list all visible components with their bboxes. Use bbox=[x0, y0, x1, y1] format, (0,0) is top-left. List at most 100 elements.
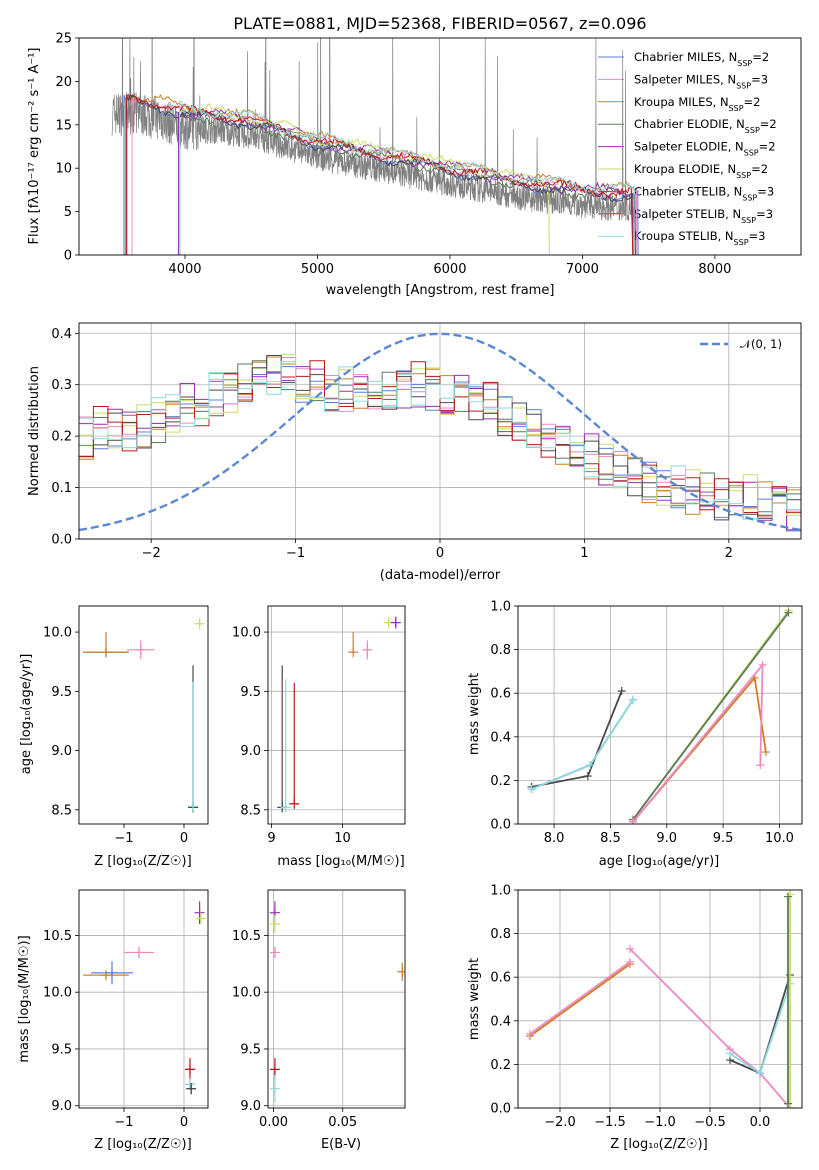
age-weight-panel: age [log₁₀(age/yr)] mass weight 8.0 8.5 9.… bbox=[467, 600, 803, 869]
point-marker bbox=[185, 1064, 195, 1075]
data-point bbox=[186, 1083, 197, 1095]
x-tick-label: 0.05 bbox=[328, 1115, 357, 1130]
x-tick-label: −1.5 bbox=[594, 1115, 626, 1130]
mass-age-panel: mass [log₁₀(M/M☉)] 9 10 8.5 9.0 9.5 10.0 bbox=[232, 605, 406, 869]
weight-line bbox=[531, 699, 634, 790]
y-tick-label: 0.8 bbox=[490, 643, 511, 658]
histogram-ylabel: Normed distribution bbox=[27, 366, 42, 496]
weight-marker bbox=[626, 957, 634, 966]
z-mass-ylabel: mass [log₁₀(M/M☉)] bbox=[17, 935, 32, 1062]
histogram-xlabel: (data-model)/error bbox=[380, 568, 501, 583]
point-marker bbox=[269, 919, 280, 930]
point-marker bbox=[101, 647, 111, 658]
data-point bbox=[83, 632, 129, 658]
y-tick-label: 0.0 bbox=[51, 533, 72, 548]
weight-marker bbox=[756, 1069, 764, 1078]
y-tick-label: 9.0 bbox=[51, 744, 72, 759]
y-tick-label: 0.6 bbox=[490, 971, 511, 986]
legend-label: Chabrier ELODIE, NSSP=2 bbox=[634, 117, 777, 135]
weight-line bbox=[529, 961, 631, 1035]
x-tick-label: 10.0 bbox=[765, 831, 794, 846]
point-marker bbox=[269, 947, 280, 958]
point-marker bbox=[289, 798, 300, 809]
y-tick-label: 0.0 bbox=[490, 818, 511, 833]
point-marker bbox=[195, 913, 206, 924]
weight-marker bbox=[617, 687, 626, 696]
y-tick-label: 10.0 bbox=[232, 626, 261, 641]
data-point bbox=[83, 970, 129, 981]
scatter-plot-area bbox=[277, 616, 401, 813]
y-tick-label: 15 bbox=[55, 118, 72, 133]
weight-marker bbox=[786, 1104, 794, 1108]
point-marker bbox=[269, 1083, 280, 1094]
point-marker bbox=[134, 947, 144, 958]
y-tick-label: 9.0 bbox=[240, 744, 261, 759]
data-point bbox=[348, 632, 359, 658]
legend-label: Salpeter STELIB, NSSP=3 bbox=[634, 207, 773, 225]
data-point bbox=[269, 946, 280, 959]
y-tick-label: 10.0 bbox=[43, 626, 72, 641]
weight-marker bbox=[784, 1099, 792, 1108]
y-tick-label: 0.8 bbox=[490, 927, 511, 942]
y-tick-label: 0.3 bbox=[51, 378, 72, 393]
y-tick-label: 8.5 bbox=[240, 803, 261, 818]
residual-histogram-panel: (data-model)/error Normed distribution 𝒩… bbox=[27, 322, 802, 583]
point-marker bbox=[101, 970, 111, 981]
scatter-plot-area bbox=[83, 901, 206, 1095]
y-tick-label: 0.4 bbox=[490, 730, 511, 745]
weight-marker bbox=[756, 761, 765, 770]
data-point bbox=[127, 640, 155, 660]
spectrum-plot-area bbox=[111, 38, 639, 255]
z-age-panel: Z [log₁₀(Z/Z☉)] age [log₁₀(age/yr)] −1 0 8… bbox=[19, 605, 209, 869]
x-tick-label: −1 bbox=[114, 1115, 133, 1130]
legend-label: Kroupa MILES, NSSP=2 bbox=[634, 95, 760, 113]
spectrum-xlabel: wavelength [Angstrom, rest frame] bbox=[326, 283, 555, 298]
point-marker bbox=[348, 647, 359, 658]
z-weight-xlabel: Z [log₁₀(Z/Z☉)] bbox=[610, 1137, 707, 1152]
histogram-step bbox=[79, 361, 801, 520]
point-marker bbox=[188, 801, 198, 812]
point-marker bbox=[390, 617, 401, 628]
y-tick-label: 0.4 bbox=[51, 327, 72, 342]
legend-label: Kroupa ELODIE, NSSP=2 bbox=[634, 162, 768, 180]
data-point bbox=[269, 914, 280, 934]
axes-frame bbox=[517, 889, 803, 1109]
normal-distribution-curve bbox=[79, 332, 801, 532]
data-point bbox=[124, 946, 154, 959]
y-tick-label: 9.5 bbox=[51, 685, 72, 700]
y-tick-label: 0.0 bbox=[490, 1102, 511, 1117]
x-tick-label: 8.5 bbox=[600, 831, 621, 846]
data-point bbox=[289, 683, 300, 809]
model-spectrum-line bbox=[179, 101, 635, 255]
z-mass-panel: Z [log₁₀(Z/Z☉)] mass [log₁₀(M/M☉)] −1 0 9.… bbox=[17, 889, 209, 1152]
point-marker bbox=[186, 1083, 197, 1094]
x-tick-label: 0 bbox=[180, 1115, 188, 1130]
point-marker bbox=[107, 967, 117, 978]
age-weight-xlabel: age [log₁₀(age/yr)] bbox=[599, 854, 720, 869]
z-weight-ylabel: mass weight bbox=[467, 958, 482, 1040]
weight-marker bbox=[527, 785, 536, 794]
x-tick-label: 10 bbox=[334, 831, 351, 846]
weight-marker bbox=[626, 944, 634, 953]
spectrum-title: PLATE=0881, MJD=52368, FIBERID=0567, z=0… bbox=[233, 14, 646, 33]
x-tick-label: 4000 bbox=[168, 262, 201, 277]
model-spectrum-line bbox=[126, 94, 634, 255]
axes-frame bbox=[267, 889, 406, 1109]
scatter-plot-area bbox=[83, 617, 205, 813]
data-point bbox=[195, 912, 206, 925]
data-point bbox=[194, 901, 205, 925]
legend-label: Kroupa STELIB, NSSP=3 bbox=[634, 229, 765, 247]
weight-line bbox=[632, 611, 790, 821]
x-tick-label: −2 bbox=[142, 546, 161, 561]
y-tick-label: 0.2 bbox=[490, 1058, 511, 1073]
y-tick-label: 0 bbox=[64, 249, 72, 264]
z-age-ylabel: age [log₁₀(age/yr)] bbox=[19, 654, 34, 775]
weight-marker bbox=[628, 695, 637, 704]
weight-marker bbox=[761, 748, 770, 757]
y-tick-label: 20 bbox=[55, 75, 72, 90]
weight-marker bbox=[784, 608, 793, 617]
y-tick-label: 9.5 bbox=[51, 1042, 72, 1057]
spectrum-ylabel: Flux [fλ10⁻¹⁷ erg cm⁻² s⁻¹ A⁻¹] bbox=[27, 48, 42, 245]
mass-age-xlabel: mass [log₁₀(M/M☉)] bbox=[277, 854, 404, 869]
